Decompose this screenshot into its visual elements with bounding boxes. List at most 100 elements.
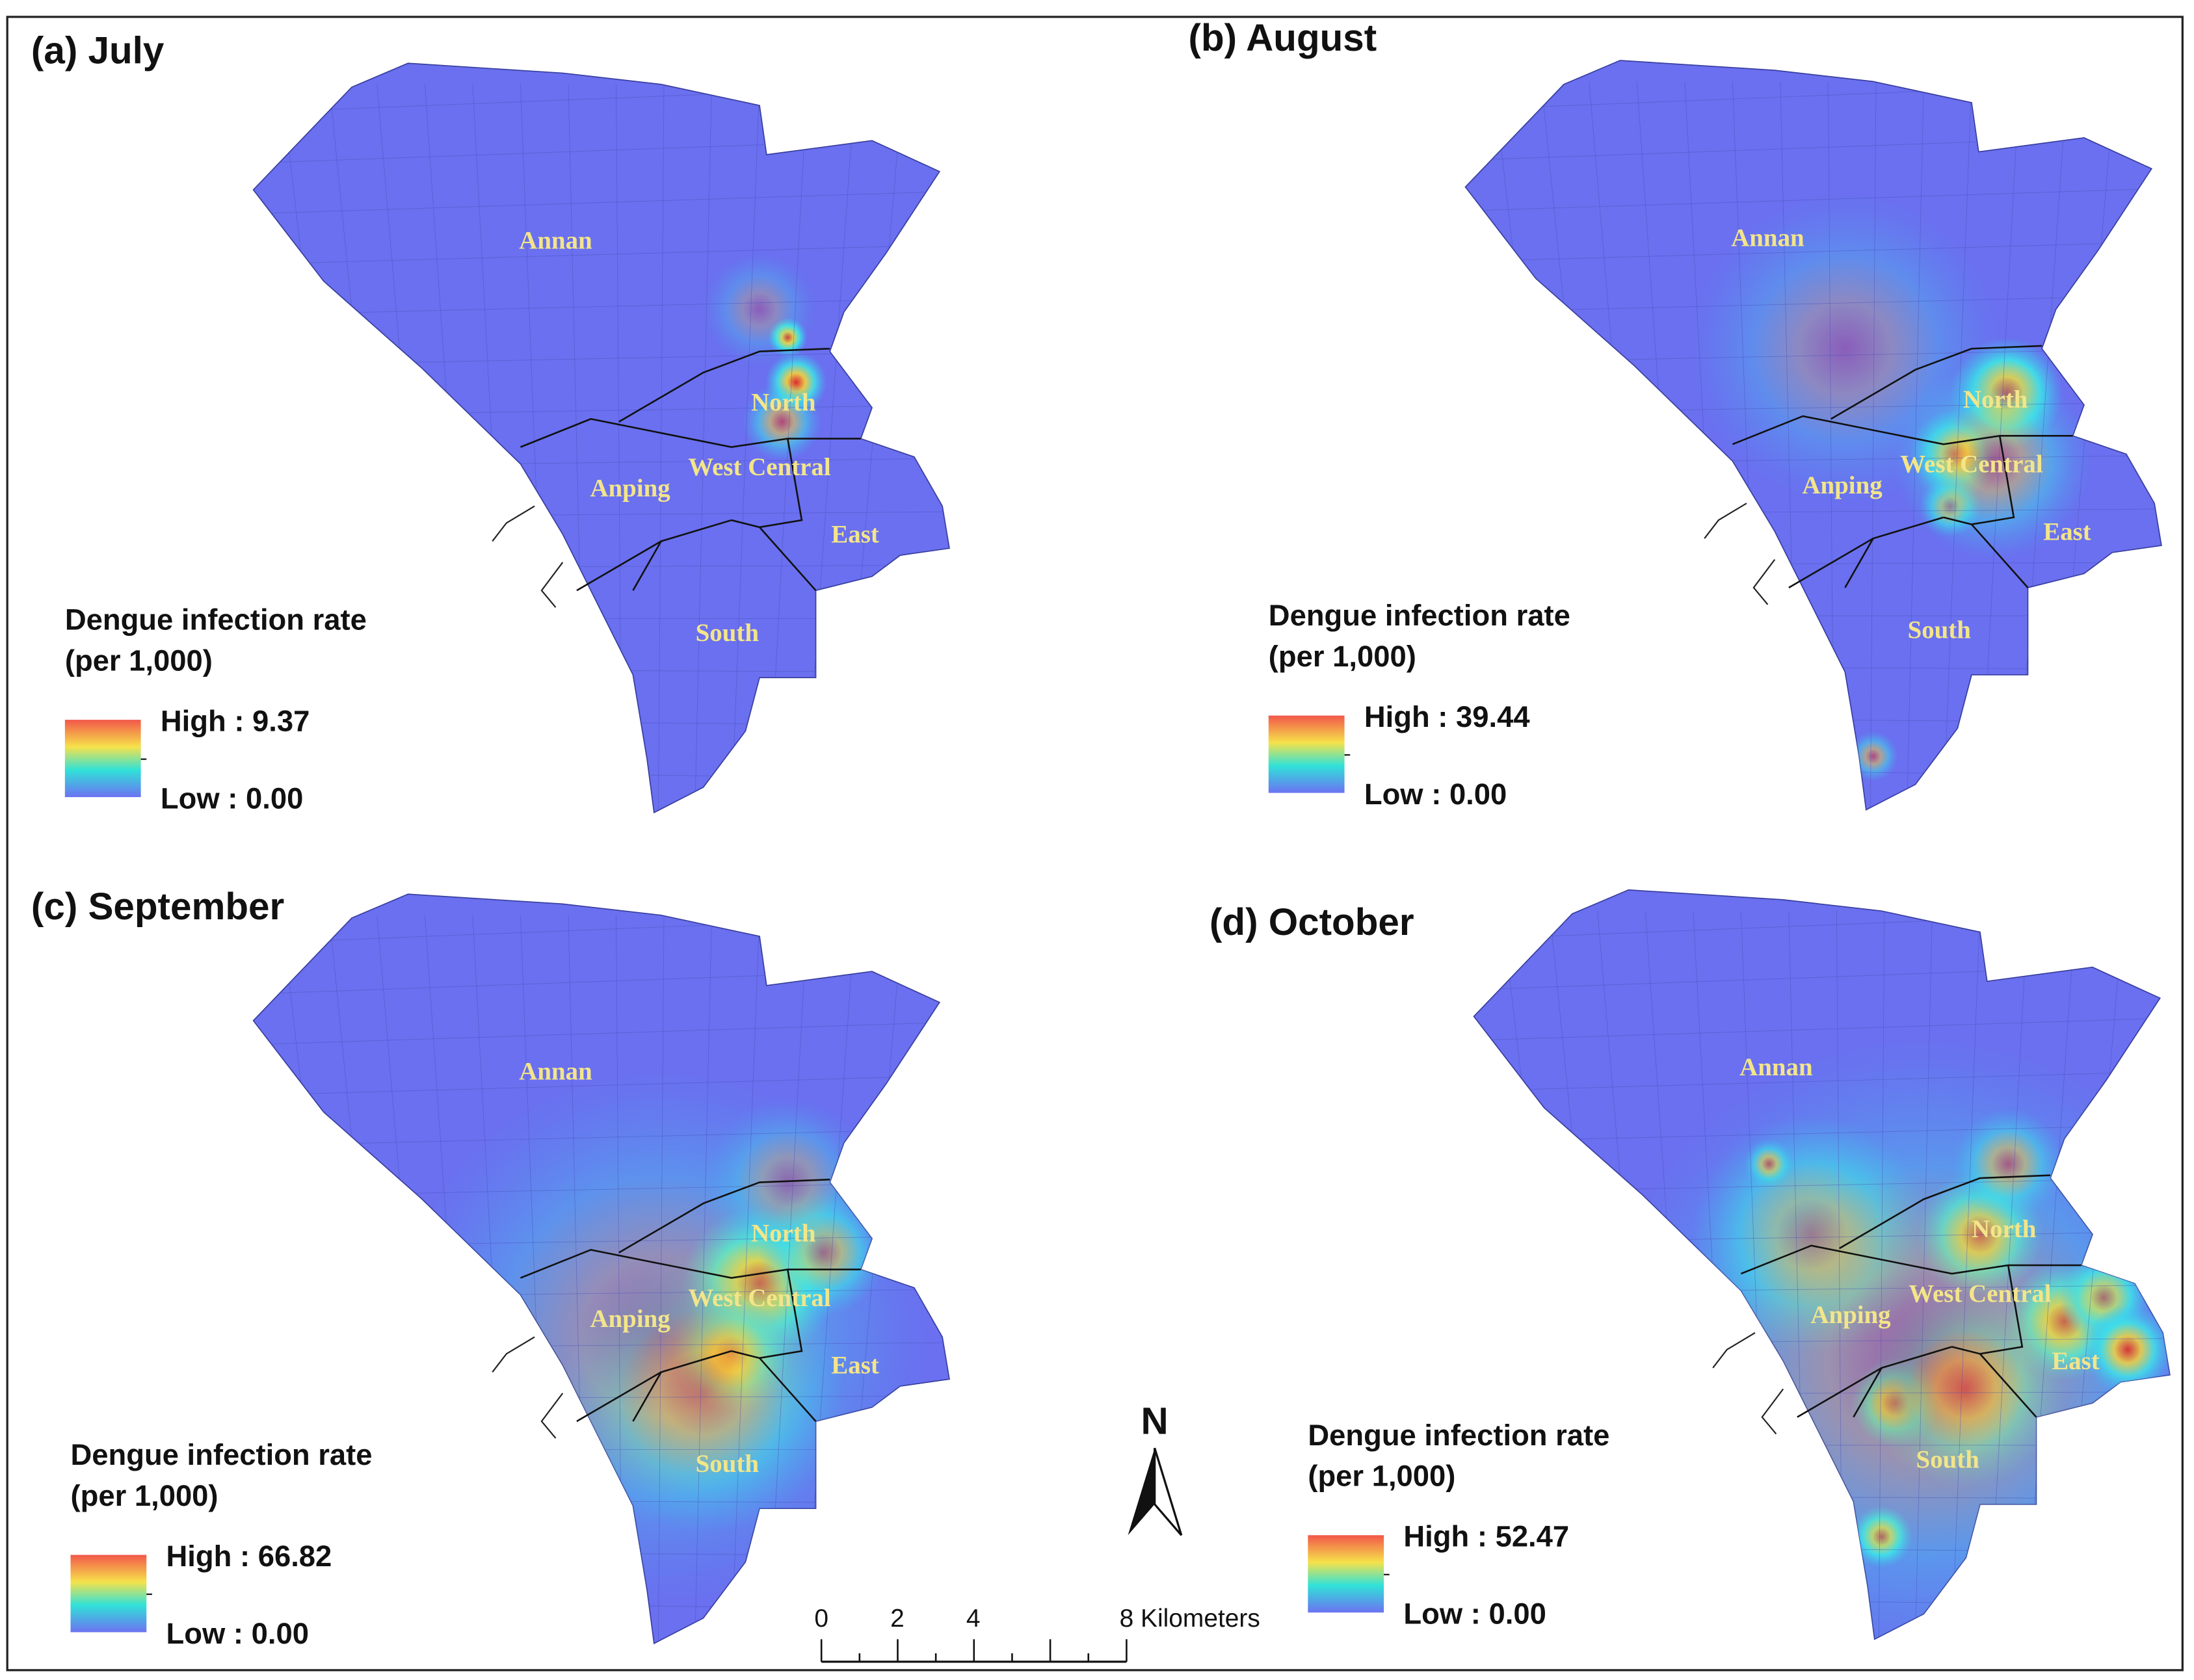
road [694, 915, 712, 1644]
road [1465, 767, 2161, 777]
panel-title: (b) August [1189, 17, 1377, 59]
road [253, 1021, 949, 1045]
road [1474, 1546, 2170, 1553]
district-label: Annan [519, 1058, 592, 1086]
road [1870, 81, 1877, 810]
coast-jetty [1704, 503, 1747, 539]
road [253, 770, 949, 780]
district-border [1740, 1244, 2082, 1275]
road [1474, 1071, 2170, 1092]
panel-title: (c) September [31, 886, 284, 928]
district-label: East [2043, 518, 2091, 545]
district-border [759, 527, 817, 592]
heat-spot [743, 382, 822, 462]
district-label: North [751, 388, 816, 416]
heat-spot [1847, 731, 1899, 782]
district-label: South [1908, 616, 1972, 644]
district-label: Anping [1802, 471, 1883, 499]
heat-spot [1743, 1138, 1795, 1190]
district-border [632, 1371, 662, 1422]
scale-label: 2 [890, 1605, 905, 1633]
road [253, 1601, 949, 1610]
coast-jetty [540, 1393, 564, 1439]
legend-title: Dengue infection rate [65, 603, 367, 637]
legend-title: (per 1,000) [1308, 1460, 1455, 1493]
legend-high: High : 39.44 [1364, 700, 1530, 733]
road [1474, 1596, 2170, 1606]
map-panel: Annan North West Central Anping East South [252, 62, 950, 814]
legend-ramp [64, 720, 141, 798]
legend-high: High : 66.82 [166, 1540, 332, 1573]
legend-title: Dengue infection rate [1269, 599, 1570, 632]
district-border [731, 438, 803, 529]
district-border [1971, 523, 2029, 588]
road [253, 1499, 949, 1503]
frame [6, 16, 2184, 1672]
coast-jetty [492, 505, 535, 542]
district-border [759, 1357, 817, 1422]
district-label: South [696, 619, 760, 647]
legend-title: (per 1,000) [70, 1479, 218, 1512]
district-label: Annan [1731, 224, 1804, 252]
road [657, 915, 665, 1644]
district-border [1839, 1174, 2051, 1250]
district-label: East [2052, 1347, 2100, 1375]
road [253, 190, 949, 215]
legend-title: (per 1,000) [1269, 640, 1416, 673]
road [1465, 188, 2161, 211]
road [1878, 911, 1885, 1640]
scale-label: 8 Kilometers [1120, 1605, 1260, 1633]
road [1465, 241, 2161, 262]
road [1474, 1124, 2170, 1142]
panel-title: (d) October [1209, 901, 1414, 943]
north-label: N [1141, 1400, 1169, 1443]
road [1474, 1017, 2170, 1041]
district-border [576, 1350, 732, 1423]
district-label: South [1916, 1445, 1980, 1473]
district-label: West Central [1900, 451, 2043, 479]
map-panel: Annan North West Central Anping East South [252, 893, 950, 1645]
legend-high: High : 9.37 [161, 704, 310, 737]
district-label: North [1972, 1215, 2037, 1243]
district-label: West Central [688, 453, 831, 481]
legend-low: Low : 0.00 [166, 1617, 309, 1650]
district-label: East [831, 521, 879, 549]
district-border [1844, 538, 1874, 588]
district-label: North [751, 1219, 816, 1247]
heat-spot [1951, 1107, 2065, 1220]
district-label: Annan [519, 227, 592, 255]
road [657, 84, 665, 813]
north-arrow-left [1128, 1448, 1155, 1536]
legend-low: Low : 0.00 [161, 781, 303, 815]
legend-ramp [70, 1555, 147, 1633]
coast-jetty [1761, 1388, 1784, 1435]
legend-ramp [1308, 1535, 1384, 1613]
legend-title: Dengue infection rate [1308, 1419, 1609, 1452]
district-label: Annan [1739, 1053, 1813, 1081]
coast-jetty [540, 562, 564, 608]
coast-jetty [1712, 1332, 1756, 1369]
road [1943, 81, 1972, 810]
coast-jetty [492, 1336, 535, 1373]
road [1465, 666, 2161, 670]
panel-title: (a) July [31, 29, 165, 72]
road [1915, 911, 1933, 1640]
legend-title: (per 1,000) [65, 644, 213, 677]
map-panel: Annan North West Central Anping East South [1473, 889, 2171, 1640]
heat-spot [703, 1097, 873, 1267]
map-panel: Annan North West Central Anping East South [1464, 60, 2162, 811]
road [253, 244, 949, 265]
district-border [618, 1178, 830, 1253]
road [253, 297, 949, 315]
heat-spot [703, 253, 816, 366]
heat-spot [1690, 194, 2000, 504]
district-border [1943, 436, 2015, 525]
district-border [632, 540, 662, 591]
legend-title: Dengue infection rate [70, 1438, 372, 1471]
district-border [520, 418, 861, 448]
road [1474, 1495, 2170, 1499]
scale-label: 0 [814, 1605, 828, 1633]
legend-low: Low : 0.00 [1403, 1597, 1546, 1631]
legend-low: Low : 0.00 [1364, 778, 1507, 811]
